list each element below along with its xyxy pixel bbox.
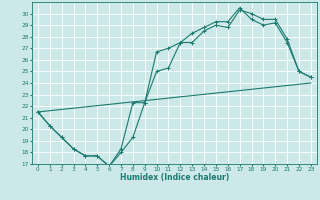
X-axis label: Humidex (Indice chaleur): Humidex (Indice chaleur) (120, 173, 229, 182)
